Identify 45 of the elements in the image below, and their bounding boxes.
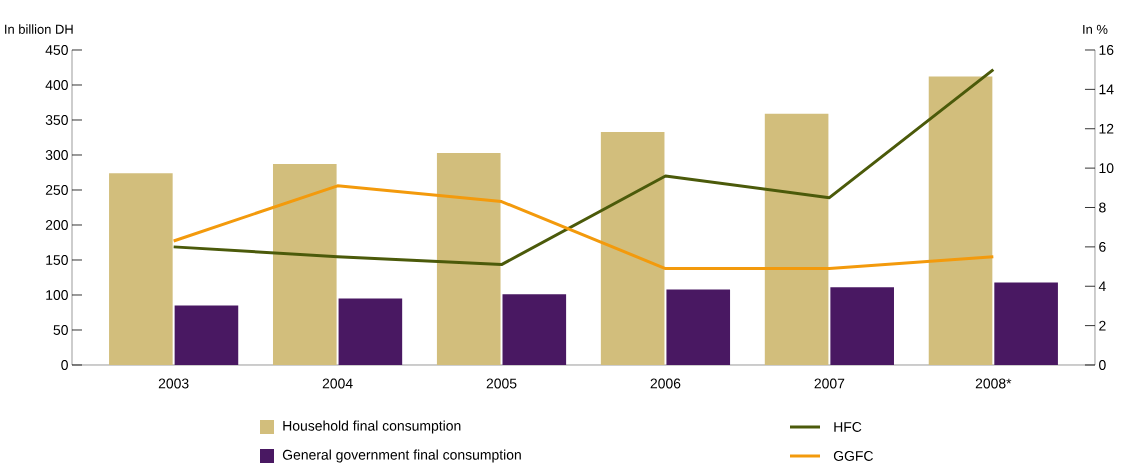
- legend-label: General government final consumption: [282, 449, 521, 463]
- bar: [436, 152, 501, 365]
- y2-axis-title: In %: [1083, 24, 1108, 34]
- y-tick-label: 200: [45, 220, 68, 230]
- legend-label: HFC: [834, 422, 862, 432]
- y-tick-label: 300: [45, 150, 68, 160]
- y-tick-label: 400: [45, 80, 68, 90]
- bar: [994, 282, 1058, 365]
- bar: [666, 289, 731, 365]
- x-tick-label: 2005: [486, 378, 517, 389]
- y-tick-label: 350: [45, 115, 68, 125]
- y2-tick-label: 16: [1099, 45, 1114, 55]
- line-series: [172, 68, 995, 267]
- bar: [338, 298, 403, 365]
- y2-tick-label: 2: [1099, 320, 1106, 331]
- bar: [174, 305, 239, 365]
- y2-tick-label: 10: [1099, 163, 1114, 174]
- y-tick-label: 0: [61, 360, 68, 370]
- y-axis-title: In billion DH: [5, 24, 73, 34]
- y-tick-label: 450: [45, 45, 68, 55]
- line-series: [172, 184, 995, 271]
- bar: [502, 294, 567, 365]
- y-tick-label: 150: [46, 255, 68, 265]
- x-tick-label: 2008*: [975, 378, 1012, 389]
- bar: [928, 76, 993, 365]
- bar: [830, 287, 894, 365]
- y2-tick-label: 6: [1099, 241, 1106, 252]
- bar: [272, 164, 337, 365]
- y2-tick-label: 14: [1099, 84, 1114, 95]
- bar: [600, 131, 665, 365]
- legend-label: Household final consumption: [283, 420, 461, 434]
- y-tick-label: 250: [45, 185, 68, 195]
- bar: [109, 173, 173, 365]
- y2-tick-label: 12: [1099, 123, 1114, 134]
- x-tick-label: 2003: [158, 378, 189, 389]
- bar: [764, 113, 829, 365]
- y-tick-label: 50: [53, 325, 68, 335]
- y2-tick-label: 8: [1099, 202, 1106, 213]
- legend-label: GGFC: [833, 451, 873, 461]
- y2-tick-label: 0: [1099, 360, 1106, 370]
- x-tick-label: 2004: [322, 378, 353, 389]
- y2-tick-label: 4: [1098, 281, 1106, 292]
- y-tick-label: 100: [46, 290, 68, 300]
- x-tick-label: 2006: [650, 378, 681, 389]
- x-tick-label: 2007: [814, 378, 845, 389]
